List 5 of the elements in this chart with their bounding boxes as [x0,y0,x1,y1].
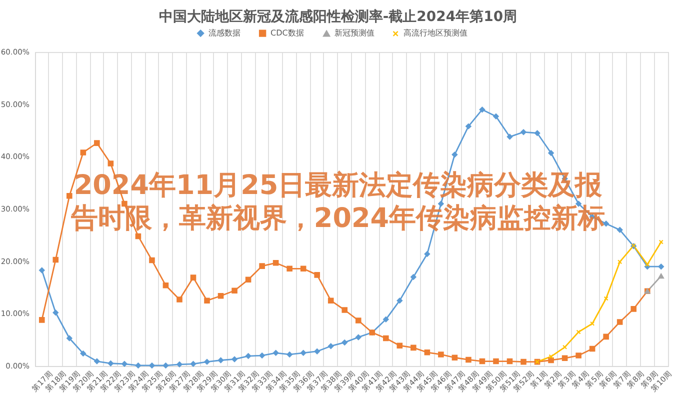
legend-label: 新冠预测值 [334,28,375,38]
legend-label: 高流行地区预测值 [404,28,468,38]
legend-label: CDC数据 [270,28,304,38]
chart-title: 中国大陆地区新冠及流感阳性检测率-截止2024年第10周 [158,8,518,25]
legend-label: 流感数据 [208,28,241,38]
